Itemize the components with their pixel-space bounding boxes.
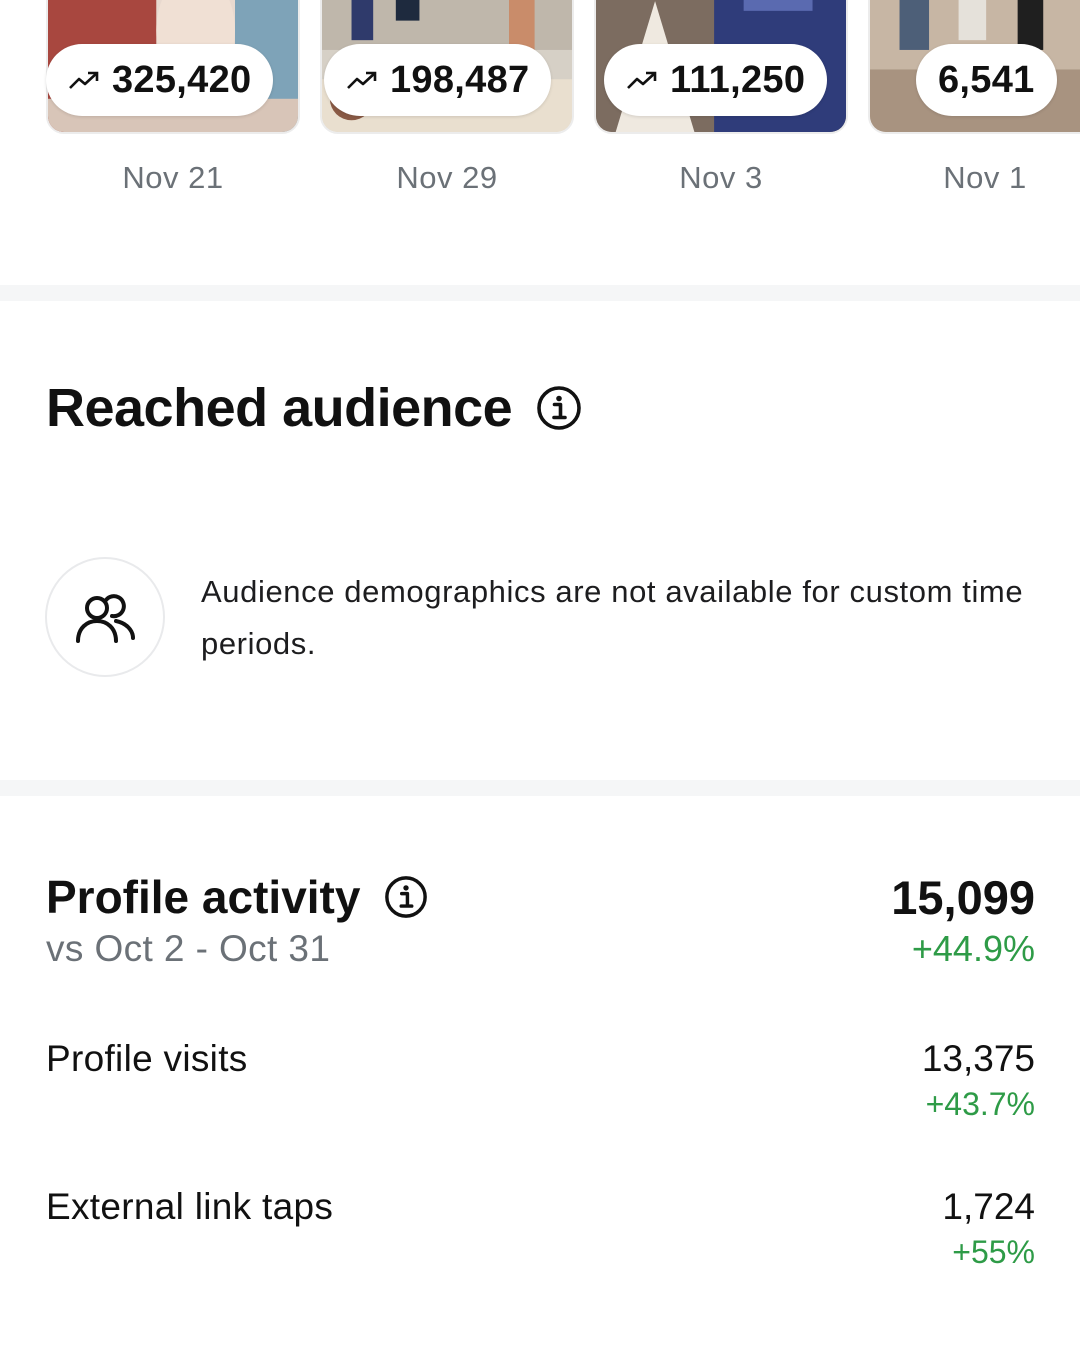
profile-activity-total: 15,099 (891, 871, 1035, 924)
views-count: 111,250 (670, 58, 806, 101)
views-badge: 325,420 (46, 44, 274, 116)
reached-audience-title-row: Reached audience (46, 377, 582, 439)
metric-value-profile-visits: 13,375 (921, 1038, 1035, 1079)
info-icon[interactable] (536, 385, 582, 431)
section-divider (0, 780, 1080, 796)
comparison-period: vs Oct 2 - Oct 31 (46, 928, 331, 969)
post-date: Nov 21 (122, 160, 224, 195)
profile-activity-change: +44.9% (911, 928, 1035, 969)
post-date: Nov 1 (943, 160, 1027, 195)
profile-activity-title-row: Profile activity (46, 870, 428, 924)
trending-up-icon (627, 71, 657, 89)
views-count: 198,487 (390, 58, 530, 101)
section-title: Profile activity (46, 871, 361, 923)
trending-up-icon (69, 71, 99, 89)
metric-label-external-link-taps: External link taps (46, 1186, 334, 1227)
post-date: Nov 29 (396, 160, 498, 195)
section-title: Reached audience (46, 378, 513, 438)
people-icon (76, 594, 135, 643)
metric-change-profile-visits: +43.7% (925, 1086, 1035, 1122)
audience-unavailable-message: Audience demographics are not available … (201, 574, 1024, 661)
post-date: Nov 3 (679, 160, 763, 195)
info-icon[interactable] (384, 875, 428, 919)
section-divider (0, 285, 1080, 301)
views-count: 6,541 (938, 58, 1035, 101)
top-posts-strip: 325,420 Nov 21 198,487 Nov 29 (0, 0, 1080, 240)
views-badge: 198,487 (324, 44, 552, 116)
audience-icon-circle (45, 557, 165, 677)
metric-change-external-link-taps: +55% (952, 1234, 1035, 1270)
views-count: 325,420 (112, 58, 252, 101)
metric-label-profile-visits: Profile visits (46, 1038, 248, 1079)
views-badge: 6,541 (916, 44, 1057, 116)
trending-up-icon (347, 71, 377, 89)
metric-value-external-link-taps: 1,724 (942, 1186, 1035, 1227)
views-badge: 111,250 (604, 44, 828, 116)
